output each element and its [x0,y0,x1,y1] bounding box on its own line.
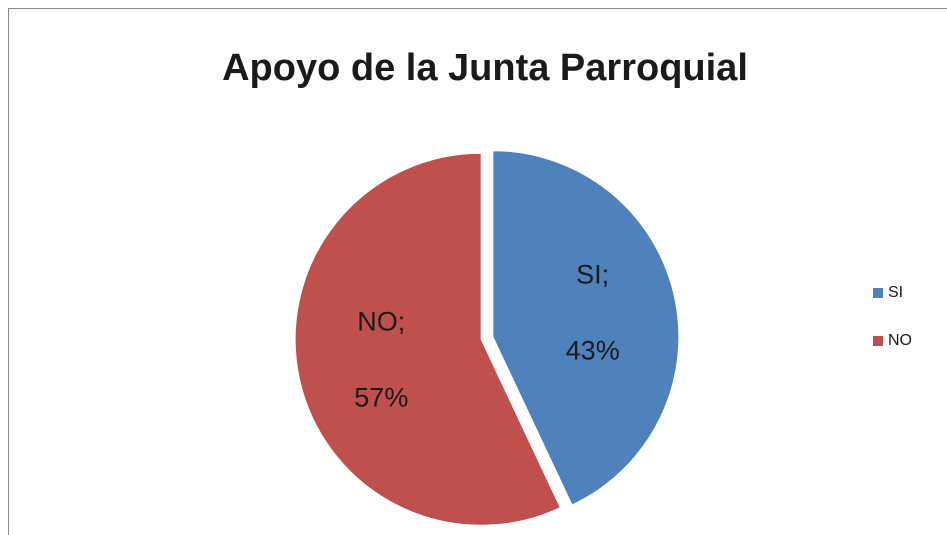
data-label: SI; 43% [566,260,620,366]
legend-label: NO [888,332,912,349]
pie-slice [492,150,680,506]
data-label-line: SI; [576,260,609,290]
data-label-line: 43% [566,336,620,366]
legend-swatch [873,336,883,346]
data-label-line: 57% [354,383,408,413]
data-label-line: NO; [357,307,405,337]
pie-slice [294,152,562,526]
data-label: NO; 57% [354,307,408,413]
legend-label: SI [888,284,903,301]
legend-swatch [873,288,883,298]
chart-title: Apoyo de la Junta Parroquial [222,47,748,89]
